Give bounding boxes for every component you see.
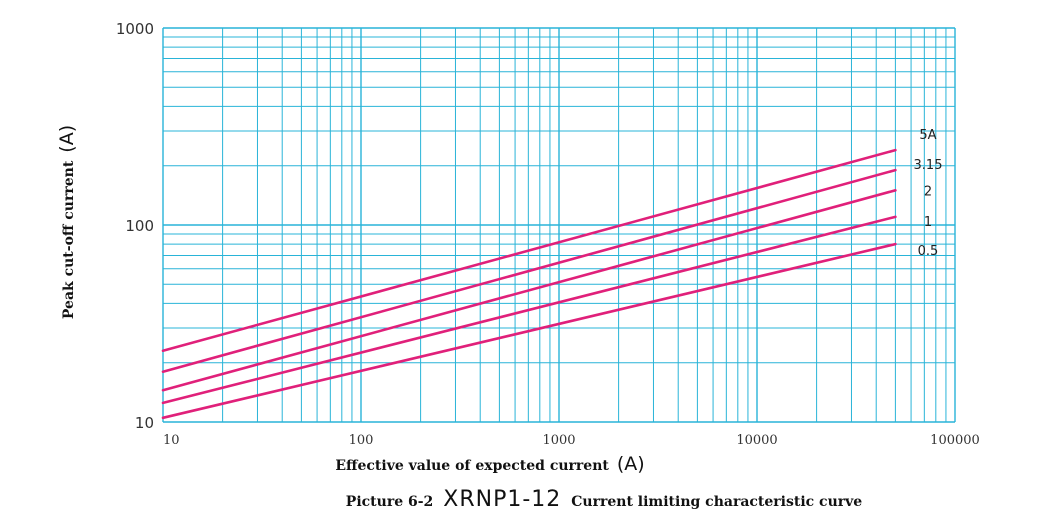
series-line <box>161 148 897 353</box>
series-label: 5A <box>919 128 936 143</box>
y-tick-label: 10 <box>135 414 154 432</box>
y-axis-label: Peak cut-off current(A) <box>56 125 78 319</box>
x-axis-label: Effective value of expected current (A) <box>335 453 644 475</box>
plot-grid <box>162 27 956 423</box>
series-label: 0.5 <box>918 244 939 259</box>
x-tick-label: 100 <box>349 433 374 448</box>
series-label: 2 <box>924 184 932 199</box>
series-line <box>161 168 897 374</box>
y-tick-labels: 10 100 1000 <box>116 20 154 432</box>
x-tick-label: 1000 <box>542 433 575 448</box>
y-tick-label: 1000 <box>116 20 154 38</box>
series-line <box>161 189 897 392</box>
curves <box>161 148 897 420</box>
x-tick-label: 10 <box>163 433 180 448</box>
y-tick-label: 100 <box>125 217 154 235</box>
series-line <box>161 242 897 420</box>
figure-caption: Picture 6-2 XRNP1-12 Current limiting char… <box>346 487 862 512</box>
series-label: 3.15 <box>914 158 943 173</box>
series-label: 1 <box>924 215 932 230</box>
x-tick-label: 100000 <box>930 433 980 448</box>
series-labels: 5A 3.15 2 1 0.5 <box>914 128 943 259</box>
x-tick-label: 10000 <box>736 433 777 448</box>
x-tick-labels: 10 100 1000 10000 100000 <box>163 433 980 448</box>
series-line <box>161 215 897 405</box>
